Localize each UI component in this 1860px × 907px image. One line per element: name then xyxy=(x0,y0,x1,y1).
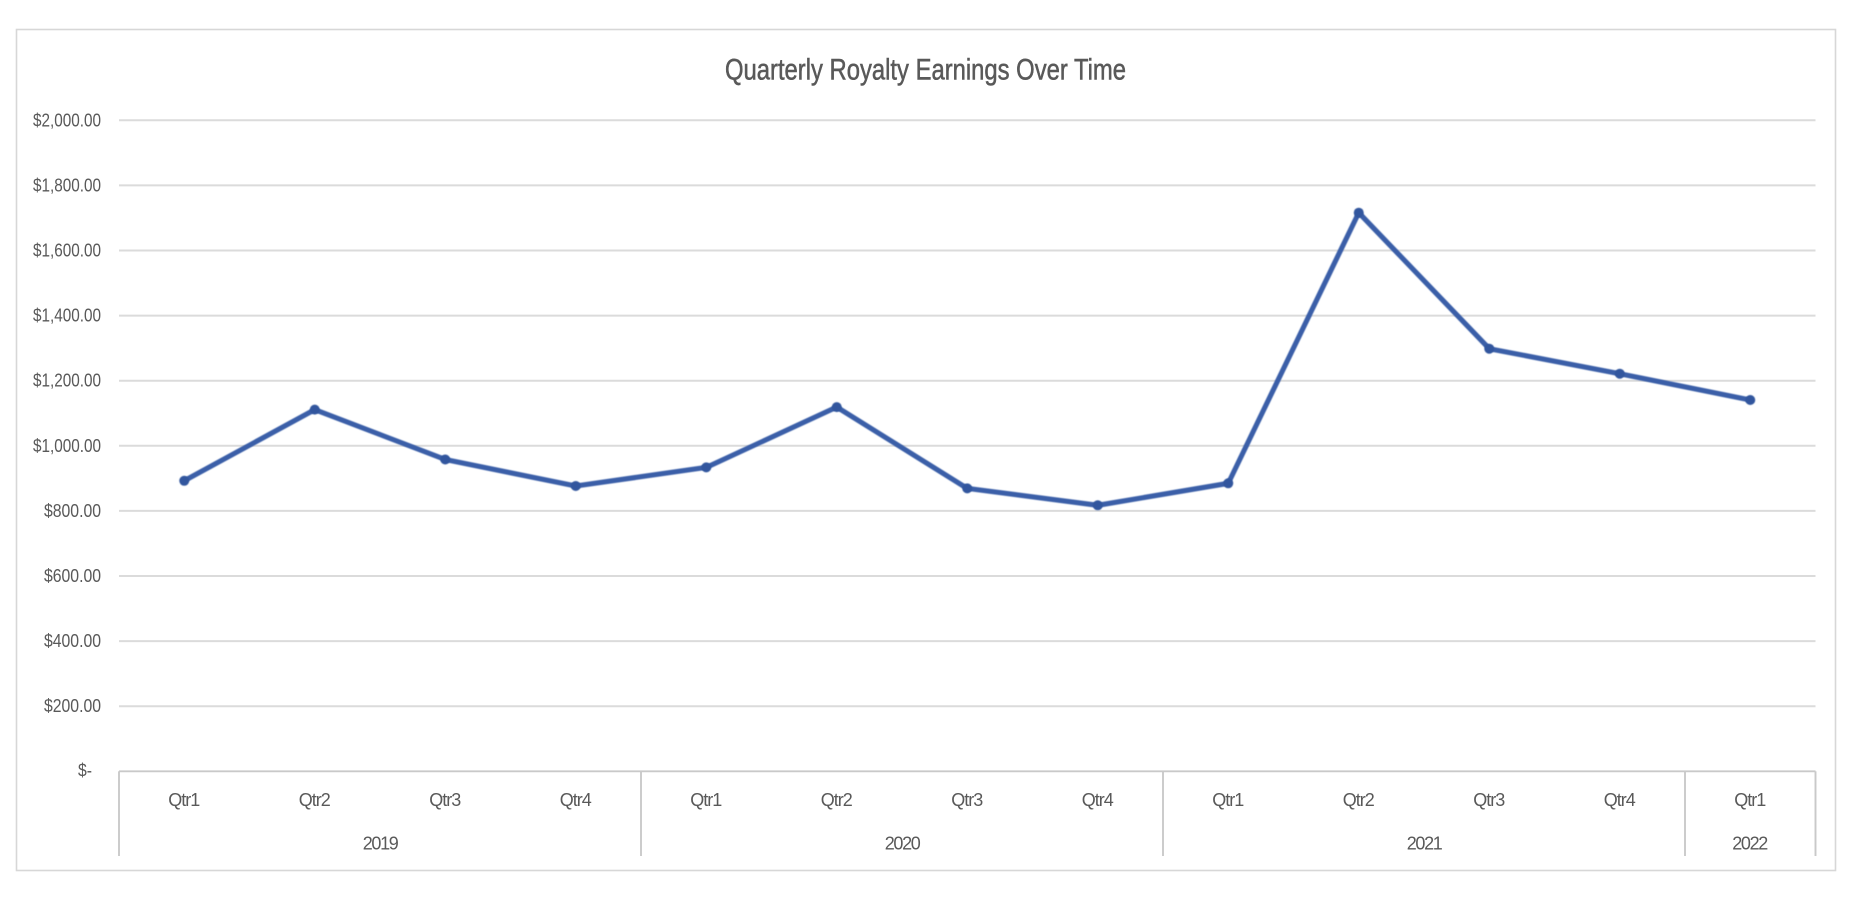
svg-text:$400.00: $400.00 xyxy=(44,631,101,651)
svg-text:$1,200.00: $1,200.00 xyxy=(33,371,101,391)
svg-text:Qtr3: Qtr3 xyxy=(429,790,461,810)
svg-text:$200.00: $200.00 xyxy=(44,696,101,716)
svg-text:Qtr2: Qtr2 xyxy=(299,790,331,810)
svg-text:$600.00: $600.00 xyxy=(44,566,101,586)
svg-text:Qtr1: Qtr1 xyxy=(1212,790,1244,810)
svg-text:$1,800.00: $1,800.00 xyxy=(33,175,101,195)
svg-text:2019: 2019 xyxy=(363,834,399,854)
svg-text:$1,000.00: $1,000.00 xyxy=(33,436,101,456)
svg-text:Qtr2: Qtr2 xyxy=(1343,790,1375,810)
svg-text:2020: 2020 xyxy=(885,834,921,854)
svg-text:$1,400.00: $1,400.00 xyxy=(33,306,101,326)
svg-text:Qtr3: Qtr3 xyxy=(1473,790,1505,810)
svg-text:Qtr2: Qtr2 xyxy=(821,790,853,810)
svg-text:Quarterly Royalty Earnings Ove: Quarterly Royalty Earnings Over Time xyxy=(725,54,1126,87)
svg-text:$2,000.00: $2,000.00 xyxy=(33,110,101,130)
svg-text:Qtr1: Qtr1 xyxy=(168,790,200,810)
svg-text:Qtr4: Qtr4 xyxy=(560,790,592,810)
svg-text:Qtr1: Qtr1 xyxy=(1734,790,1766,810)
svg-text:Qtr3: Qtr3 xyxy=(951,790,983,810)
svg-text:2021: 2021 xyxy=(1407,834,1443,854)
svg-text:$-: $- xyxy=(78,761,92,781)
svg-text:$1,600.00: $1,600.00 xyxy=(33,241,101,261)
svg-text:2022: 2022 xyxy=(1732,834,1768,854)
svg-text:$800.00: $800.00 xyxy=(44,501,101,521)
svg-text:Qtr4: Qtr4 xyxy=(1082,790,1114,810)
svg-text:Qtr1: Qtr1 xyxy=(690,790,722,810)
svg-text:Qtr4: Qtr4 xyxy=(1604,790,1636,810)
